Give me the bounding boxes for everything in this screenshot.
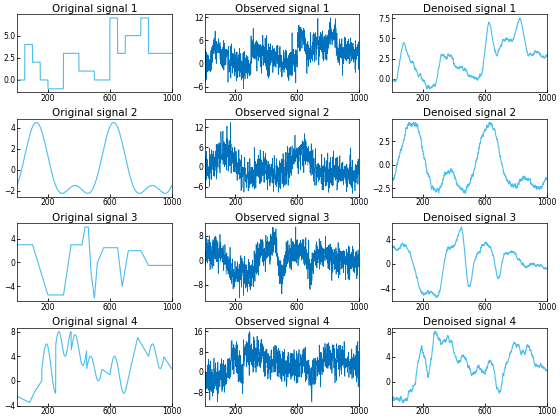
Title: Observed signal 3: Observed signal 3 [235, 213, 329, 223]
Title: Observed signal 2: Observed signal 2 [235, 108, 329, 118]
Title: Original signal 2: Original signal 2 [52, 108, 137, 118]
Title: Original signal 1: Original signal 1 [52, 4, 137, 13]
Title: Denoised signal 3: Denoised signal 3 [423, 213, 516, 223]
Title: Denoised signal 4: Denoised signal 4 [423, 317, 516, 327]
Title: Denoised signal 1: Denoised signal 1 [423, 4, 516, 13]
Title: Observed signal 4: Observed signal 4 [235, 317, 329, 327]
Title: Denoised signal 2: Denoised signal 2 [423, 108, 516, 118]
Title: Original signal 3: Original signal 3 [52, 213, 137, 223]
Title: Original signal 4: Original signal 4 [52, 317, 137, 327]
Title: Observed signal 1: Observed signal 1 [235, 4, 329, 13]
